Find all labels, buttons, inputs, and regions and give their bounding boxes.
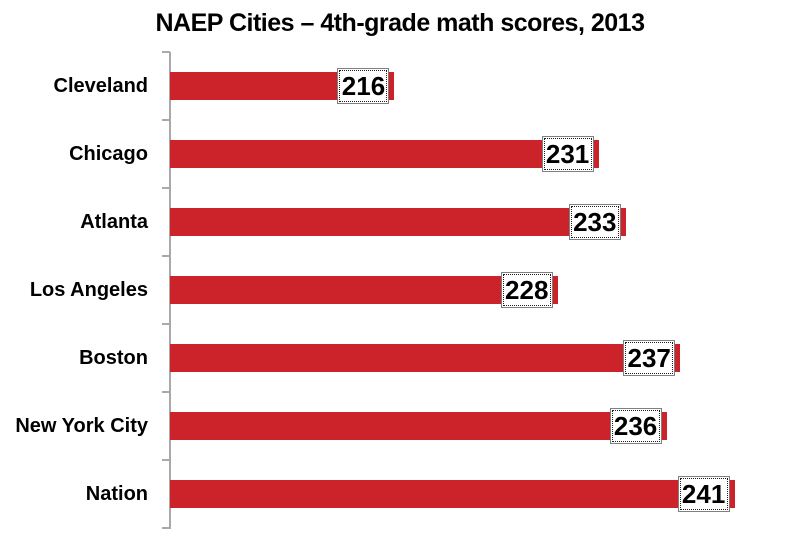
axis-tick bbox=[162, 391, 170, 393]
category-label: Atlanta bbox=[80, 210, 148, 233]
axis-tick bbox=[162, 187, 170, 189]
value-label: 216 bbox=[337, 68, 390, 104]
category-label: New York City bbox=[15, 414, 148, 437]
value-label: 228 bbox=[500, 272, 553, 308]
value-label: 231 bbox=[541, 136, 594, 172]
bar bbox=[170, 276, 558, 304]
category-label: Cleveland bbox=[53, 74, 148, 97]
axis-tick bbox=[162, 119, 170, 121]
category-label: Boston bbox=[79, 346, 148, 369]
axis-tick bbox=[162, 255, 170, 257]
category-label: Nation bbox=[85, 482, 148, 505]
axis-tick bbox=[162, 527, 170, 529]
chart-title: NAEP Cities – 4th-grade math scores, 201… bbox=[155, 9, 645, 37]
value-label: 236 bbox=[609, 408, 662, 444]
value-label: 241 bbox=[677, 476, 730, 512]
bar bbox=[170, 412, 667, 440]
value-label: 233 bbox=[568, 204, 621, 240]
value-label: 237 bbox=[623, 340, 676, 376]
axis-tick bbox=[162, 459, 170, 461]
category-label: Chicago bbox=[69, 142, 148, 165]
bar bbox=[170, 480, 735, 508]
bar bbox=[170, 140, 599, 168]
axis-tick bbox=[162, 51, 170, 53]
category-label: Los Angeles bbox=[29, 278, 148, 301]
bar bbox=[170, 344, 681, 372]
bar bbox=[170, 208, 626, 236]
axis-tick bbox=[162, 323, 170, 325]
